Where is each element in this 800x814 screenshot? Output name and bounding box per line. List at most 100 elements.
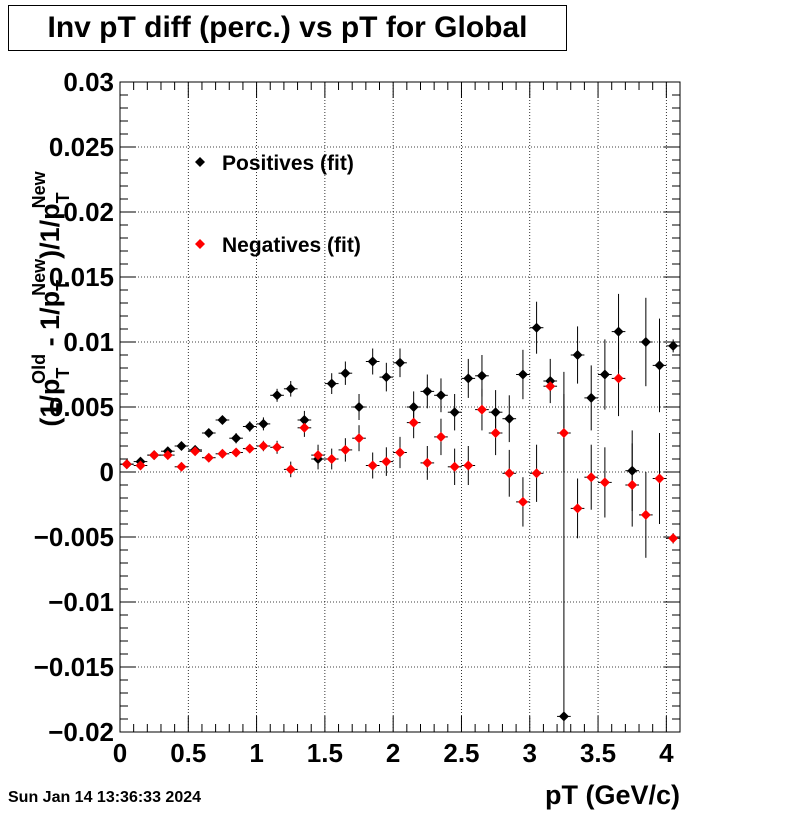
data-point	[504, 468, 515, 479]
data-point	[367, 460, 378, 471]
data-point	[354, 402, 365, 412]
x-tick-label: 0	[113, 738, 127, 768]
data-point	[476, 370, 487, 381]
data-point	[668, 533, 679, 544]
data-point	[258, 441, 269, 451]
data-point	[449, 461, 460, 472]
x-axis-label: pT (GeV/c)	[544, 780, 680, 810]
y-axis-label: (1/pTOld - 1/pTNew)/1/pTNew	[29, 170, 73, 426]
legend-marker	[195, 239, 205, 249]
data-point	[586, 392, 597, 403]
data-point	[668, 340, 679, 351]
data-point	[340, 368, 351, 379]
data-point	[476, 404, 487, 415]
data-point	[627, 480, 638, 490]
data-point	[381, 372, 392, 383]
data-point	[613, 373, 624, 384]
data-point	[640, 509, 651, 520]
data-point	[654, 360, 665, 371]
y-tick-label: 0.005	[49, 392, 114, 422]
data-point	[558, 711, 569, 722]
data-point	[299, 422, 310, 433]
data-point	[135, 460, 146, 471]
data-point	[217, 415, 228, 425]
y-tick-label: 0.025	[49, 132, 114, 162]
y-tick-label: −0.015	[34, 652, 114, 682]
data-point	[586, 472, 597, 483]
data-point	[176, 441, 187, 451]
data-point	[435, 390, 446, 401]
legend-label: Negatives (fit)	[222, 234, 361, 257]
data-point	[422, 457, 433, 468]
data-point	[531, 322, 542, 333]
x-tick-label: 3	[523, 738, 537, 768]
data-point	[244, 443, 255, 454]
data-point	[162, 450, 173, 461]
data-point	[313, 450, 324, 461]
data-point	[558, 428, 569, 438]
data-point	[203, 428, 214, 438]
data-point	[654, 473, 665, 484]
data-point	[613, 326, 624, 337]
data-point	[244, 421, 255, 432]
x-tick-label: 3.5	[580, 738, 616, 768]
data-point	[449, 407, 460, 418]
y-tick-label: 0.03	[63, 67, 114, 97]
data-point	[395, 357, 405, 368]
x-tick-label: 4	[659, 738, 674, 768]
data-point	[531, 468, 542, 479]
data-point	[517, 369, 528, 380]
chart-title: Inv pT diff (perc.) vs pT for Global	[8, 5, 567, 51]
y-tick-label: 0.01	[63, 327, 114, 357]
data-point	[435, 431, 446, 442]
data-point	[190, 446, 201, 457]
data-point	[599, 477, 610, 488]
data-point	[572, 350, 583, 360]
data-point	[231, 433, 242, 444]
data-point	[517, 496, 528, 507]
data-point	[285, 464, 296, 475]
data-point	[203, 452, 214, 463]
data-point	[463, 373, 474, 384]
data-point	[326, 378, 337, 389]
data-point	[422, 386, 433, 397]
data-point	[272, 390, 283, 401]
x-tick-label: 0.5	[170, 738, 206, 768]
y-tick-label: 0	[100, 457, 114, 487]
data-point	[176, 461, 187, 472]
data-point	[490, 428, 501, 438]
data-point	[285, 383, 296, 394]
data-point	[258, 418, 269, 429]
data-point	[149, 450, 160, 461]
y-tick-label: −0.01	[48, 587, 114, 617]
data-point	[231, 447, 242, 458]
data-point	[463, 460, 474, 471]
data-point	[545, 381, 556, 392]
y-tick-label: 0.015	[49, 262, 114, 292]
data-point	[354, 433, 365, 444]
x-tick-label: 1.5	[307, 738, 343, 768]
data-point	[340, 444, 351, 455]
data-point	[408, 417, 419, 428]
data-point	[121, 459, 132, 470]
legend-marker	[195, 157, 205, 167]
timestamp: Sun Jan 14 13:36:33 2024	[8, 789, 202, 806]
data-point	[572, 503, 583, 514]
y-tick-label: −0.02	[48, 717, 114, 747]
data-point	[599, 369, 610, 380]
x-tick-label: 2.5	[443, 738, 479, 768]
data-point	[640, 337, 651, 347]
data-point	[504, 413, 515, 424]
data-point	[367, 356, 378, 367]
x-tick-label: 1	[249, 738, 263, 768]
data-point	[326, 454, 337, 464]
y-tick-label: 0.02	[63, 197, 114, 227]
legend-label: Positives (fit)	[222, 152, 354, 175]
data-point	[381, 456, 392, 467]
data-point	[272, 442, 283, 453]
data-point	[217, 448, 228, 459]
y-tick-label: −0.005	[34, 522, 114, 552]
x-tick-label: 2	[386, 738, 400, 768]
data-point	[395, 447, 405, 458]
